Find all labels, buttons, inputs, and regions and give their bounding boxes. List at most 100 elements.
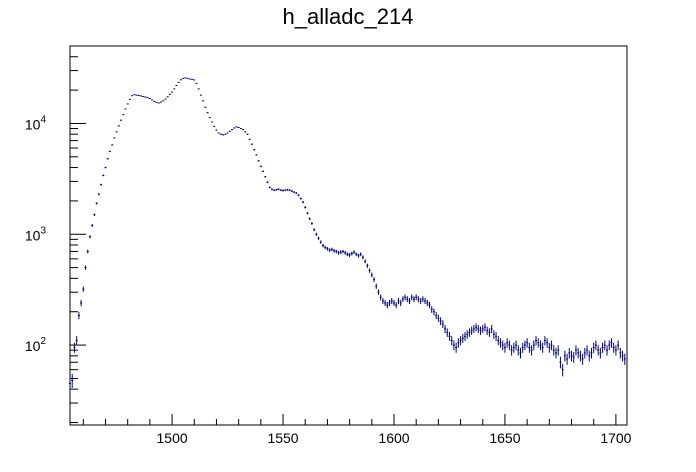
- data-point: [164, 98, 167, 100]
- data-point: [144, 96, 147, 98]
- data-point: [177, 81, 180, 83]
- data-point: [506, 338, 509, 348]
- data-point: [224, 133, 227, 135]
- data-point: [561, 363, 564, 377]
- data-point: [277, 188, 280, 191]
- data-point: [293, 191, 296, 194]
- data-point: [100, 183, 103, 186]
- data-point: [306, 211, 309, 215]
- data-point: [577, 347, 580, 359]
- x-tick-label: 1550: [267, 430, 298, 446]
- data-point: [388, 299, 391, 307]
- data-point: [313, 228, 316, 232]
- data-point: [572, 351, 575, 363]
- data-point: [399, 299, 402, 307]
- data-point: [102, 174, 105, 177]
- chart-title: h_alladc_214: [282, 4, 414, 29]
- data-point: [222, 134, 225, 136]
- data-point: [461, 334, 464, 344]
- data-point: [401, 296, 404, 303]
- data-point: [346, 252, 349, 257]
- data-point: [361, 255, 364, 260]
- data-point: [230, 129, 233, 131]
- data-point: [570, 350, 573, 362]
- data-point: [204, 106, 207, 108]
- data-point: [148, 97, 151, 99]
- data-point: [348, 253, 351, 257]
- data-point: [552, 345, 555, 356]
- data-point: [321, 243, 324, 248]
- data-point: [191, 78, 194, 80]
- data-point: [264, 175, 267, 178]
- data-point: [80, 299, 83, 307]
- data-point: [290, 190, 293, 193]
- x-tick-label: 1600: [378, 430, 409, 446]
- data-point: [424, 298, 427, 305]
- data-point: [213, 125, 216, 127]
- data-point: [341, 249, 344, 254]
- data-point: [173, 88, 176, 90]
- data-point: [88, 235, 91, 239]
- data-point: [583, 347, 586, 359]
- data-point: [366, 263, 369, 268]
- data-point: [408, 298, 411, 305]
- data-point: [617, 340, 620, 351]
- data-point: [122, 114, 125, 116]
- axes: 1500 1550 1600 1650 1700 102 103 104: [25, 45, 632, 446]
- data-point: [166, 96, 169, 98]
- data-point: [472, 324, 475, 334]
- data-point: [179, 79, 182, 81]
- data-point: [302, 201, 305, 204]
- data-point: [282, 189, 285, 192]
- data-point: [428, 301, 431, 309]
- data-point: [439, 317, 442, 325]
- data-point: [328, 248, 331, 252]
- data-point: [153, 100, 156, 102]
- data-point: [404, 294, 407, 301]
- data-point: [215, 129, 218, 131]
- data-point: [368, 268, 371, 273]
- data-point: [73, 342, 76, 353]
- data-point: [126, 103, 129, 105]
- data-point: [133, 94, 136, 96]
- data-point: [159, 101, 162, 103]
- data-point: [623, 353, 626, 365]
- data-point: [268, 186, 271, 189]
- data-point: [466, 330, 469, 339]
- data-point: [168, 93, 171, 95]
- data-point: [226, 132, 229, 134]
- data-point: [515, 340, 518, 351]
- data-point: [535, 336, 538, 346]
- data-point: [455, 342, 458, 353]
- data-point: [521, 342, 524, 353]
- data-point: [386, 301, 389, 309]
- y-tick-label: 103: [25, 225, 47, 243]
- data-point: [559, 356, 562, 369]
- data-point: [384, 299, 387, 307]
- data-point: [262, 170, 265, 173]
- data-point: [546, 338, 549, 348]
- data-point: [250, 143, 253, 145]
- data-point: [91, 224, 94, 227]
- data-point: [588, 350, 591, 362]
- data-point: [286, 188, 289, 191]
- data-point: [608, 340, 611, 351]
- data-point: [95, 202, 98, 205]
- data-point: [508, 340, 511, 351]
- data-point: [563, 350, 566, 362]
- data-point: [435, 312, 438, 320]
- data-point: [621, 350, 624, 362]
- data-point: [244, 131, 247, 133]
- data-point: [486, 326, 489, 335]
- data-point: [566, 353, 569, 365]
- data-point: [412, 296, 415, 303]
- data-point: [612, 342, 615, 353]
- data-point: [128, 98, 131, 100]
- data-point: [93, 213, 96, 217]
- data-point: [315, 232, 318, 236]
- data-point: [211, 121, 214, 123]
- data-point: [317, 236, 320, 240]
- data-point: [530, 345, 533, 356]
- data-point: [288, 189, 291, 192]
- data-point: [319, 240, 322, 244]
